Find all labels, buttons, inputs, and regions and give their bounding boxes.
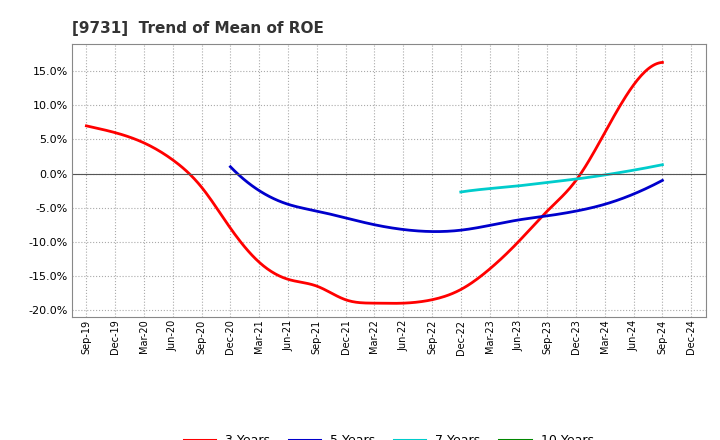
Text: [9731]  Trend of Mean of ROE: [9731] Trend of Mean of ROE [72,21,324,36]
Legend: 3 Years, 5 Years, 7 Years, 10 Years: 3 Years, 5 Years, 7 Years, 10 Years [179,429,598,440]
